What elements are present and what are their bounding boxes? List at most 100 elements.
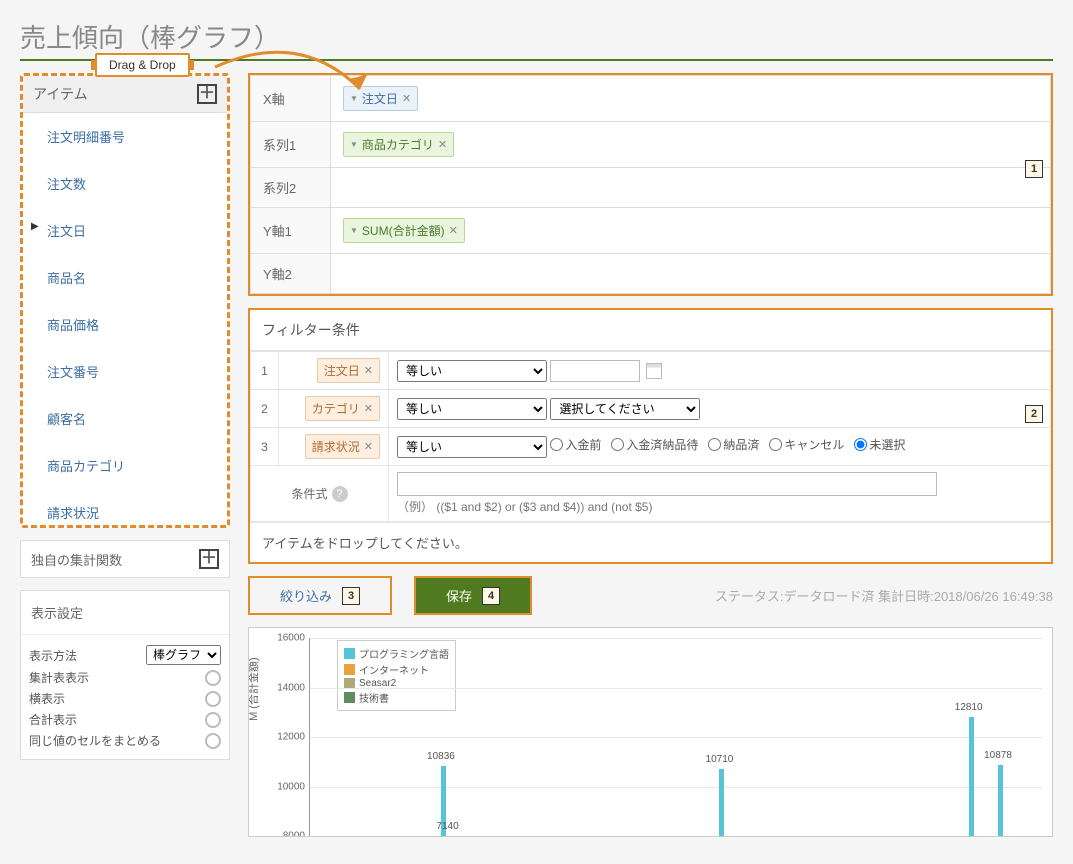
chart-ytick: 8000 bbox=[269, 831, 305, 838]
items-panel: アイテム ＋ 注文明細番号注文数注文日商品名商品価格注文番号顧客名商品カテゴリ請… bbox=[20, 73, 230, 528]
display-method-select[interactable]: 棒グラフ bbox=[146, 645, 221, 665]
chart-bar-label: 12810 bbox=[955, 702, 983, 713]
close-icon[interactable]: ✕ bbox=[364, 402, 373, 415]
filter-radio-option[interactable]: 納品済 bbox=[708, 436, 759, 453]
filter-radio-option[interactable]: 未選択 bbox=[854, 436, 905, 453]
filter-row-index: 1 bbox=[251, 352, 279, 390]
close-icon[interactable]: ✕ bbox=[402, 92, 411, 105]
y1-axis-dropzone[interactable]: ▼SUM(合計金額)✕ bbox=[331, 208, 1051, 254]
items-panel-title: アイテム bbox=[33, 84, 88, 104]
filter-value-cell: 等しい 入金前入金済納品待納品済キャンセル未選択 bbox=[389, 428, 1051, 466]
step-badge-1: 1 bbox=[1025, 160, 1043, 178]
x-axis-dropzone[interactable]: ▼注文日✕ bbox=[331, 76, 1051, 122]
filter-operator-select[interactable]: 等しい bbox=[397, 360, 547, 382]
filter-value-cell: 等しい bbox=[389, 352, 1051, 390]
legend-item: プログラミング言語 bbox=[344, 646, 449, 661]
display-option-label: 横表示 bbox=[29, 690, 205, 707]
condition-hint: （例） (($1 and $2) or ($3 and $4)) and (no… bbox=[397, 498, 1042, 515]
step-badge-4: 4 bbox=[482, 587, 500, 605]
display-option-toggle[interactable] bbox=[205, 670, 221, 686]
series2-label: 系列2 bbox=[251, 168, 331, 208]
series1-label: 系列1 bbox=[251, 122, 331, 168]
item-row[interactable]: 商品名 bbox=[23, 254, 227, 301]
add-aggregate-button[interactable]: ＋ bbox=[199, 549, 219, 569]
filter-operator-select[interactable]: 等しい bbox=[397, 436, 547, 458]
filter-row-index: 2 bbox=[251, 390, 279, 428]
display-option-label: 集計表表示 bbox=[29, 669, 205, 686]
filter-row-index: 3 bbox=[251, 428, 279, 466]
filter-operator-select[interactable]: 等しい bbox=[397, 398, 547, 420]
filter-field-chip[interactable]: 請求状況 ✕ bbox=[305, 434, 380, 459]
close-icon[interactable]: ✕ bbox=[364, 364, 373, 377]
condition-label: 条件式? bbox=[291, 485, 347, 502]
series1-chip[interactable]: ▼商品カテゴリ✕ bbox=[343, 132, 454, 157]
display-option-toggle[interactable] bbox=[205, 691, 221, 707]
chart-y-axis-label: M (合計金額) bbox=[248, 657, 261, 721]
filter-value-select[interactable]: 選択してください bbox=[550, 398, 700, 420]
save-button[interactable]: 保存 4 bbox=[414, 576, 532, 615]
items-list[interactable]: 注文明細番号注文数注文日商品名商品価格注文番号顧客名商品カテゴリ請求状況 bbox=[23, 113, 227, 525]
display-settings-title: 表示設定 bbox=[21, 591, 229, 635]
status-text: ステータス:データロード済 集計日時:2018/06/26 16:49:38 bbox=[715, 586, 1053, 605]
series1-dropzone[interactable]: ▼商品カテゴリ✕ bbox=[331, 122, 1051, 168]
page-title: 売上傾向（棒グラフ） bbox=[20, 18, 1053, 55]
chart-bar-label: 10878 bbox=[984, 750, 1012, 761]
item-row[interactable]: 顧客名 bbox=[23, 395, 227, 442]
filter-drop-hint: アイテムをドロップしてください。 bbox=[250, 522, 1051, 562]
display-option-label: 合計表示 bbox=[29, 711, 205, 728]
chart-bar bbox=[998, 765, 1003, 836]
chart-bar-label: 10710 bbox=[706, 754, 734, 765]
filter-panel-title: フィルター条件 bbox=[250, 310, 1051, 351]
legend-item: インターネット bbox=[344, 662, 449, 677]
item-row[interactable]: 商品価格 bbox=[23, 301, 227, 348]
chart-bar-label: 10836 bbox=[427, 751, 455, 762]
item-row[interactable]: 注文数 bbox=[23, 160, 227, 207]
filter-button[interactable]: 絞り込み 3 bbox=[248, 576, 392, 615]
filter-value-cell: 等しい 選択してください bbox=[389, 390, 1051, 428]
chart-ytick: 16000 bbox=[269, 633, 305, 644]
display-option-toggle[interactable] bbox=[205, 733, 221, 749]
chart-ytick: 14000 bbox=[269, 682, 305, 693]
filter-field-chip[interactable]: カテゴリ ✕ bbox=[305, 396, 380, 421]
filter-radio-option[interactable]: 入金済納品待 bbox=[611, 436, 698, 453]
close-icon[interactable]: ✕ bbox=[438, 138, 447, 151]
chart-bar bbox=[969, 717, 974, 836]
item-row[interactable]: 商品カテゴリ bbox=[23, 442, 227, 489]
y2-axis-dropzone[interactable] bbox=[331, 254, 1051, 294]
filter-radio-option[interactable]: キャンセル bbox=[769, 436, 844, 453]
filter-date-input[interactable] bbox=[550, 360, 640, 382]
display-option-label: 同じ値のセルをまとめる bbox=[29, 732, 205, 749]
chart-ytick: 10000 bbox=[269, 781, 305, 792]
drag-drop-arrow-icon bbox=[210, 39, 380, 109]
filter-panel: 2 フィルター条件 1 注文日 ✕ 等しい 2 カテゴリ ✕ 等しい 選択してください 3… bbox=[248, 308, 1053, 564]
aggregate-panel-title: 独自の集計関数 bbox=[31, 550, 122, 569]
chart-bar bbox=[719, 769, 724, 836]
item-row[interactable]: 注文明細番号 bbox=[23, 113, 227, 160]
display-option-toggle[interactable] bbox=[205, 712, 221, 728]
calendar-icon[interactable] bbox=[646, 363, 662, 379]
display-method-label: 表示方法 bbox=[29, 647, 146, 664]
y2-axis-label: Y軸2 bbox=[251, 254, 331, 294]
chart-legend: プログラミング言語インターネットSeasar2技術書 bbox=[337, 640, 456, 711]
y1-axis-label: Y軸1 bbox=[251, 208, 331, 254]
item-row[interactable]: 注文日 bbox=[23, 207, 227, 254]
close-icon[interactable]: ✕ bbox=[449, 224, 458, 237]
series2-dropzone[interactable] bbox=[331, 168, 1051, 208]
legend-item: 技術書 bbox=[344, 690, 449, 705]
chart-ytick: 12000 bbox=[269, 732, 305, 743]
close-icon[interactable]: ✕ bbox=[364, 440, 373, 453]
drag-drop-badge: Drag & Drop bbox=[95, 53, 190, 77]
display-settings-panel: 表示設定 表示方法棒グラフ集計表表示横表示合計表示同じ値のセルをまとめる bbox=[20, 590, 230, 760]
bar-chart: M (合計金額) プログラミング言語インターネットSeasar2技術書 8000… bbox=[248, 627, 1053, 837]
condition-input[interactable] bbox=[397, 472, 937, 496]
filter-field-chip[interactable]: 注文日 ✕ bbox=[317, 358, 380, 383]
filter-radio-option[interactable]: 入金前 bbox=[550, 436, 601, 453]
item-row[interactable]: 注文番号 bbox=[23, 348, 227, 395]
aggregate-panel: 独自の集計関数 ＋ bbox=[20, 540, 230, 578]
step-badge-2: 2 bbox=[1025, 405, 1043, 423]
y1-axis-chip[interactable]: ▼SUM(合計金額)✕ bbox=[343, 218, 465, 243]
step-badge-3: 3 bbox=[342, 587, 360, 605]
item-row[interactable]: 請求状況 bbox=[23, 489, 227, 525]
chart-bar-label: 7140 bbox=[436, 821, 458, 832]
help-icon[interactable]: ? bbox=[332, 486, 348, 502]
